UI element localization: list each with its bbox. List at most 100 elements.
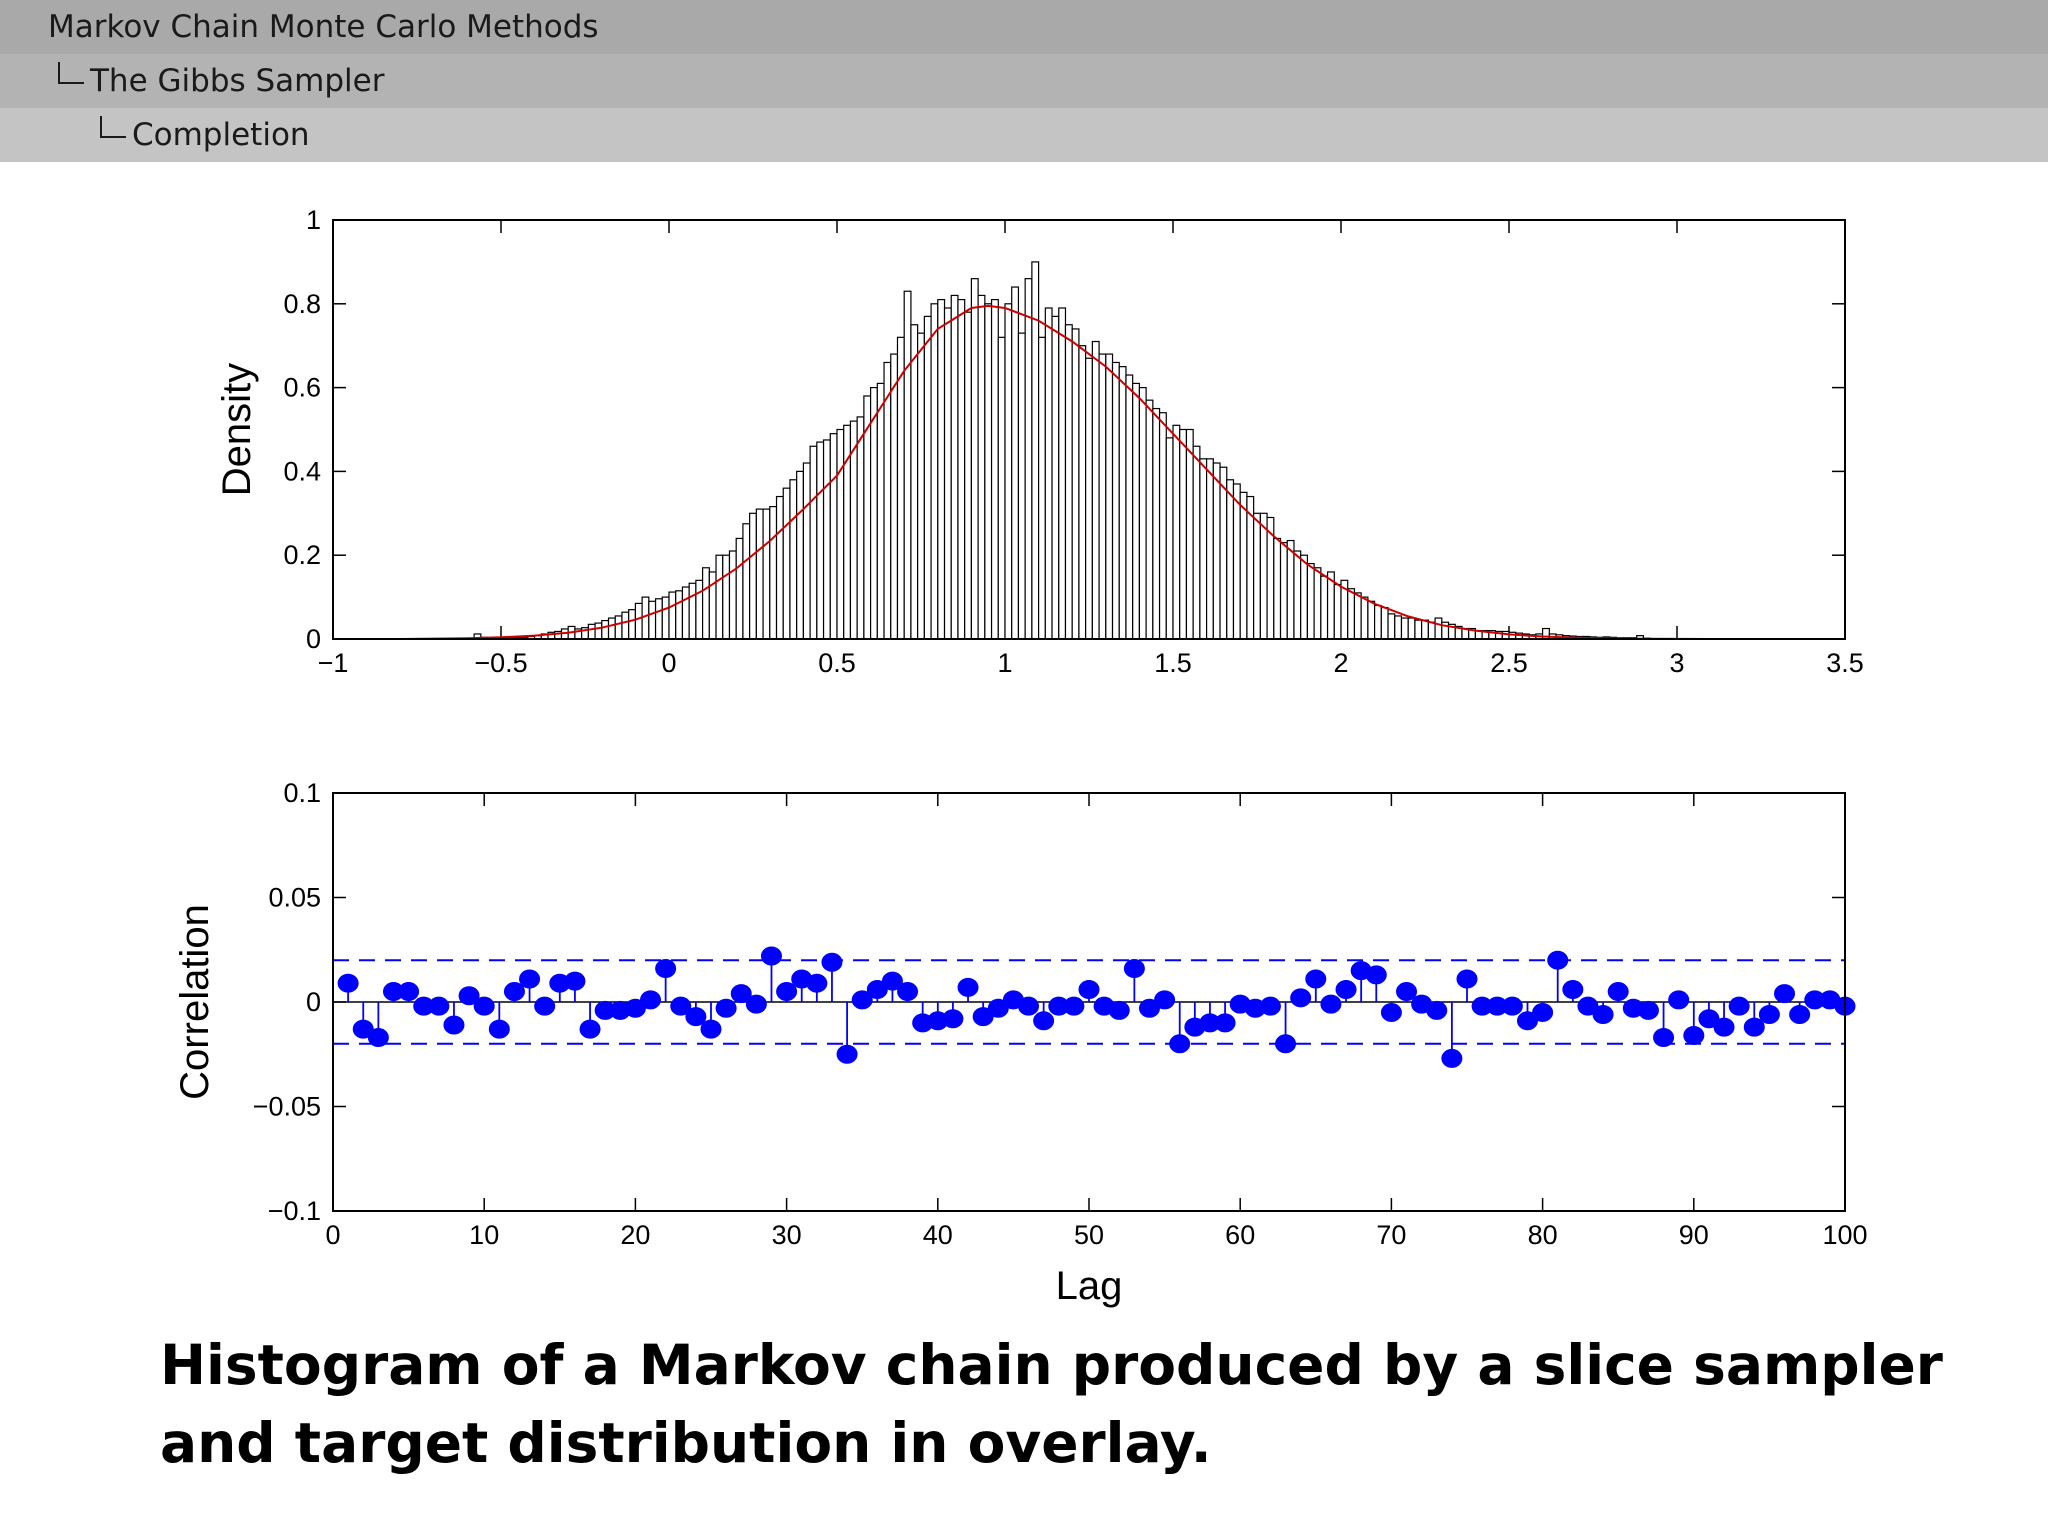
histogram-bar [722,554,731,640]
histogram-bar [1004,303,1013,640]
acf-x-tick-label: 100 [1822,1220,1867,1250]
hist-y-tick-label: 0.4 [283,456,321,486]
acf-marker [1501,996,1523,1016]
histogram-bar [1118,366,1127,640]
histogram-bar [1333,583,1342,640]
acf-x-tick-label: 20 [620,1220,650,1250]
acf-marker [942,1009,964,1029]
histogram-bar [1064,324,1073,640]
acf-marker [715,998,737,1018]
acf-marker [1547,950,1569,970]
histogram-bar [903,290,912,640]
acf-marker [1728,996,1750,1016]
section-title: Markov Chain Monte Carlo Methods [48,9,599,45]
histogram-bar [816,441,825,640]
acf-marker [1758,1005,1780,1025]
histogram-bar [984,303,993,640]
histogram-bar [1085,357,1093,640]
histogram-bar [1145,399,1154,640]
histogram-bar [789,479,798,640]
acf-marker [760,946,782,966]
histogram-bar [614,615,623,640]
histogram-bar [607,617,616,640]
subsubsection-title: Completion [132,117,310,153]
acf-marker [1335,979,1357,999]
histogram-bar [883,361,892,640]
histogram-bar [769,505,778,640]
acf-marker [1214,1013,1236,1033]
histogram-bar [1380,606,1389,640]
acf-marker [1532,1002,1554,1022]
histogram-bar [890,353,899,640]
acf-marker [1033,1011,1055,1031]
acf-marker [881,971,903,991]
histogram-bar [1313,567,1322,640]
acf-marker [1577,996,1599,1016]
breadcrumb-level-1: Markov Chain Monte Carlo Methods [0,0,2048,54]
figure-caption: Histogram of a Markov chain produced by … [160,1326,2020,1482]
acf-marker [1774,984,1796,1004]
hist-x-tick-label: 0 [661,648,676,678]
histogram-bar [742,523,751,640]
histogram-bar [836,428,845,640]
histogram-bar [628,609,636,640]
acf-marker [1441,1048,1463,1068]
acf-x-tick-label: 0 [325,1220,340,1250]
histogram-bar [668,591,677,640]
acf-marker [1743,1017,1765,1037]
acf-marker [1290,988,1312,1008]
histogram-bar [896,336,905,640]
histogram-bar [701,567,710,640]
acf-x-tick-label: 80 [1528,1220,1558,1250]
histogram-bar [990,299,999,640]
hist-y-tick-label: 1 [306,205,321,235]
histogram-bar [1071,328,1080,640]
hist-y-tick-label: 0.8 [283,289,321,319]
histogram-bar [648,600,657,640]
hist-x-tick-label: −0.5 [474,648,527,678]
histogram-bar [675,590,684,640]
histogram-bar [634,602,643,640]
histogram-bar [1152,407,1161,640]
histogram-bar [1212,462,1221,640]
histogram-bar [1427,621,1436,640]
histogram-bar [1098,353,1107,640]
histogram-bar [997,336,1006,640]
hist-x-tick-label: 1 [997,648,1012,678]
acf-marker [776,982,798,1002]
histogram-bar [970,278,979,640]
histogram-bar [1421,619,1429,640]
acf-marker [1365,965,1387,985]
histogram-bar [1105,353,1114,640]
histogram-bar [1219,466,1228,640]
histogram-bar [1347,588,1356,640]
acf-marker [443,1015,465,1035]
histogram-bar [796,470,804,640]
histogram-bar [594,622,603,640]
histogram-bar [1024,278,1033,640]
histogram-bar [688,582,697,640]
acf-marker [1396,982,1418,1002]
histogram-bar [950,294,959,640]
acf-marker [352,1019,374,1039]
histogram-bar [1017,332,1026,640]
histogram-bar [641,596,650,640]
histogram-bar [1353,592,1362,640]
acf-marker [866,979,888,999]
histogram-bar [1132,382,1141,640]
histogram-bar [964,311,972,640]
histogram-bar [1058,307,1067,640]
histogram-bar [1172,424,1181,640]
histogram-bar [601,619,610,640]
acf-marker [1562,979,1584,999]
histogram-chart: −1 −0.5 0 0.5 1 1.5 2 2.5 3 3.5 0 0.2 0.4 0.6 0.8 1 Dens… [215,205,1864,678]
histogram-bar [876,382,885,640]
histogram-bar [1259,512,1268,640]
histogram-bar [1300,554,1309,640]
acf-y-axis-label: Correlation [173,904,217,1100]
acf-x-tick-label: 40 [923,1220,953,1250]
acf-x-axis-label: Lag [1056,1264,1123,1308]
acf-marker [1305,969,1327,989]
histogram-bar [977,294,986,640]
histogram-bar [762,508,771,640]
